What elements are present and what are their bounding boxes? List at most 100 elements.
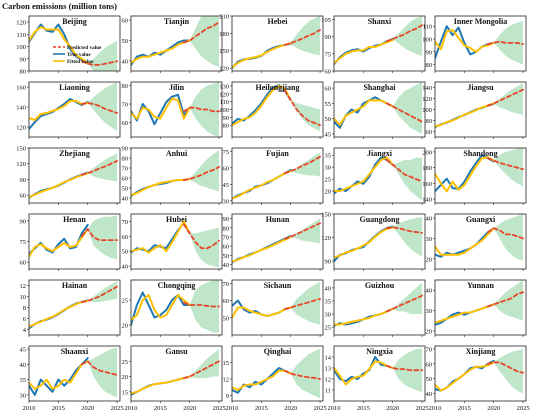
panel-frame <box>130 279 223 336</box>
y-tick-label: 10 <box>20 294 27 301</box>
fitted-value-line <box>232 84 292 127</box>
predicted-value-line <box>283 89 321 127</box>
fitted-value-line <box>435 303 495 324</box>
y-tick-label: 90 <box>325 259 332 266</box>
prediction-band <box>493 280 524 321</box>
predicted-value-line <box>283 369 321 380</box>
predicted-value-line <box>385 294 423 313</box>
y-tick-label: 60 <box>426 361 433 368</box>
prediction-band <box>189 227 220 268</box>
y-tick-label: 70 <box>122 219 129 226</box>
panel-title: Chongqing <box>158 281 196 290</box>
fitted-value-line <box>232 306 292 319</box>
y-tick-label: 80 <box>426 62 433 69</box>
x-tick-label: 2015 <box>357 405 370 412</box>
y-tick-label: 25 <box>122 359 129 366</box>
panel-shanghai: Shanghai 45 50 55 60 <box>325 81 426 139</box>
predicted-value-line <box>80 102 118 114</box>
y-tick-label: 45 <box>325 131 332 138</box>
predicted-value-line <box>182 166 220 181</box>
legend-label: Fitted value <box>67 59 94 65</box>
x-tick-label: 2020 <box>284 405 297 412</box>
panel-chongqing: Chongqing 20 25 <box>122 279 223 337</box>
predicted-value-line <box>182 360 220 379</box>
panel-frame <box>231 213 324 270</box>
y-tick-label: 60 <box>223 165 230 172</box>
panel-title: Sichaun <box>264 281 292 290</box>
x-tick-label: 2020 <box>81 405 94 412</box>
y-tick-label: 60 <box>223 298 230 305</box>
y-tick-label: 80 <box>20 69 27 76</box>
predicted-value-line <box>80 60 118 66</box>
y-tick-label: 120 <box>219 66 229 73</box>
panel-frame <box>231 345 324 402</box>
x-tick-label: 2010 <box>429 405 442 412</box>
panel-title: Guangxi <box>466 215 496 224</box>
y-tick-label: 80 <box>426 118 433 125</box>
y-tick-label: 120 <box>321 235 331 242</box>
panel-frame <box>333 279 426 336</box>
y-tick-label: 70 <box>426 346 433 353</box>
fitted-value-line <box>29 100 89 121</box>
panel-frame <box>28 345 121 402</box>
panel-henan: Henan 60 75 90 <box>20 213 121 271</box>
panel-frame <box>28 15 121 72</box>
panel-title: Hubei <box>166 215 188 224</box>
panel-frame <box>28 147 121 204</box>
y-tick-label: 80 <box>122 156 129 163</box>
panel-frame <box>333 147 426 204</box>
legend-label: True value <box>67 52 91 58</box>
y-tick-label: 13 <box>325 366 332 373</box>
y-tick-label: 50 <box>122 38 129 45</box>
y-tick-label: 40 <box>122 196 129 203</box>
y-tick-label: 40 <box>20 362 27 369</box>
y-tick-label: 14 <box>325 355 332 362</box>
panel-title: Henan <box>63 215 86 224</box>
y-tick-label: 60 <box>122 176 129 183</box>
y-tick-label: 105 <box>321 17 331 24</box>
fitted-value-line <box>334 360 394 386</box>
y-tick-label: 75 <box>325 51 332 58</box>
panel-title: Yunnan <box>467 281 494 290</box>
prediction-band <box>290 16 321 56</box>
panel-jilin: Jilin 60 70 80 <box>122 81 223 139</box>
panel-hebei: Hebei 120 150 180 210 <box>219 14 324 73</box>
y-tick-label: 50 <box>325 116 332 123</box>
fitted-value-line <box>29 228 89 258</box>
y-tick-label: 100 <box>219 107 229 114</box>
y-tick-label: 150 <box>16 146 26 153</box>
y-tick-label: 11 <box>325 388 331 395</box>
prediction-band <box>493 214 524 261</box>
y-tick-label: 50 <box>122 249 129 256</box>
x-tick-label: 2020 <box>386 405 399 412</box>
y-tick-label: 40 <box>426 288 433 295</box>
fitted-value-line <box>131 294 191 321</box>
panel-frame <box>333 81 426 138</box>
panel-shanxi: Shanxi 60 75 90 105 <box>321 15 426 76</box>
fitted-value-line <box>131 39 191 64</box>
x-tick-label: 2010 <box>328 405 341 412</box>
y-tick-label: 90 <box>223 115 230 122</box>
fitted-value-line <box>131 220 191 254</box>
prediction-band <box>189 150 220 191</box>
y-tick-label: 45 <box>20 347 27 354</box>
y-tick-label: 20 <box>122 374 129 381</box>
fitted-value-line <box>29 299 89 328</box>
predicted-value-line <box>283 222 321 240</box>
y-tick-label: 60 <box>20 260 27 267</box>
true-value-line <box>29 224 89 255</box>
x-tick-label: 2020 <box>487 405 500 412</box>
panel-frame <box>434 345 527 402</box>
predicted-value-line <box>385 364 423 372</box>
x-tick-label: 2015 <box>255 405 268 412</box>
predicted-value-line <box>486 157 524 171</box>
y-tick-label: 75 <box>20 239 27 246</box>
fitted-value-line <box>131 375 191 395</box>
y-tick-label: 30 <box>426 236 433 243</box>
panel-frame <box>130 345 223 402</box>
panel-frame <box>28 81 121 138</box>
y-tick-label: 140 <box>422 197 432 204</box>
true-value-line <box>435 154 495 193</box>
panel-frame <box>333 15 426 72</box>
